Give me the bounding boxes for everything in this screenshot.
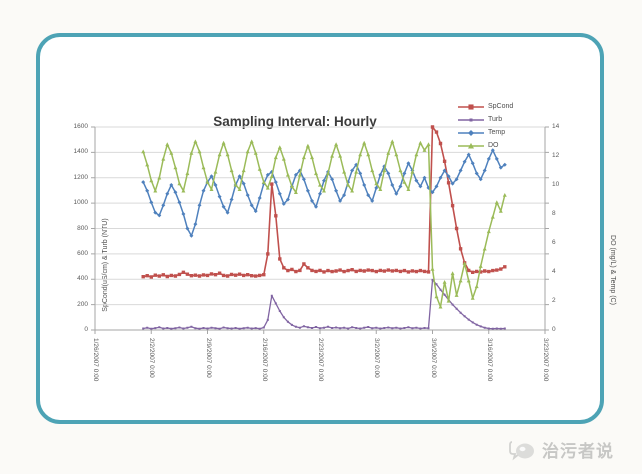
legend-item-spcond: SpCond [458,100,513,113]
speech-bubble-icon [509,440,534,460]
x-axis-tick: 3/2/2007 0:00 [373,338,380,378]
right-axis-tick: 10 [552,181,560,188]
left-axis-tick: 1200 [73,174,88,181]
left-axis-tick: 200 [77,301,88,308]
left-axis-tick: 400 [77,275,88,282]
x-axis-tick: 3/16/2007 0:00 [486,338,493,382]
right-axis-tick: 14 [552,123,560,130]
left-axis-title: SpCond(uS/cm) & Turb (NTU) [102,218,109,312]
legend-label: DO [488,142,499,149]
left-axis-tick: 0 [84,326,88,333]
right-axis-tick: 12 [552,152,560,159]
legend-item-do: DO [458,139,513,152]
left-axis-tick: 1600 [73,123,88,130]
x-axis-tick: 2/23/2007 0:00 [317,338,324,382]
legend-label: SpCond [488,103,514,110]
legend-item-turb: Turb [458,113,513,126]
x-axis-tick: 3/23/2007 0:00 [542,338,549,382]
legend-item-temp: Temp [458,126,513,139]
legend-label: Temp [488,129,506,136]
x-axis-tick: 1/26/2007 0:00 [92,338,99,382]
right-axis-tick: 2 [552,297,556,304]
legend-label: Turb [488,116,503,123]
chart-card: Sampling Interval: Hourly SpCond(uS/cm) … [36,33,616,424]
watermark: 治污者说 [509,437,614,462]
right-axis-title: DO (mg/L) & Temp (C) [609,235,616,305]
left-axis-tick: 1000 [73,199,88,206]
x-axis-tick: 3/9/2007 0:00 [430,338,437,378]
x-axis-tick: 2/16/2007 0:00 [261,338,268,382]
chart-title: Sampling Interval: Hourly [213,114,377,129]
right-axis-tick: 0 [552,326,556,333]
x-axis-tick: 2/9/2007 0:00 [205,338,212,378]
right-axis-tick: 4 [552,268,556,275]
x-axis-tick: 2/2/2007 0:00 [148,338,155,378]
legend-triangle-icon [458,142,484,149]
legend-square-icon [458,103,484,110]
left-axis-tick: 600 [77,250,88,257]
right-axis-tick: 6 [552,239,556,246]
left-axis-tick: 800 [77,225,88,232]
chart-legend: SpCond Turb Temp DO [458,100,513,152]
right-axis-tick: 8 [552,210,556,217]
legend-diamond-icon [458,129,484,136]
left-axis-tick: 1400 [73,148,88,155]
watermark-text: 治污者说 [542,442,614,461]
legend-dot-icon [458,118,484,121]
